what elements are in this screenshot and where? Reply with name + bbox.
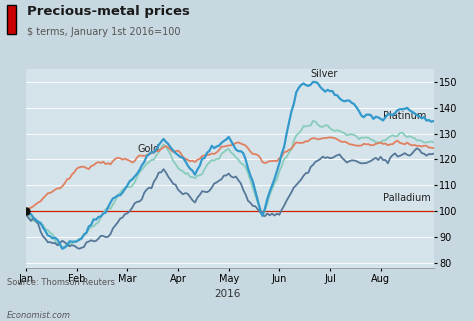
Text: Economist.com: Economist.com [7, 311, 71, 320]
Text: Source: Thomson Reuters: Source: Thomson Reuters [7, 278, 115, 287]
Text: Platinum: Platinum [383, 111, 427, 121]
Text: 2016: 2016 [214, 289, 241, 299]
Text: Precious-metal prices: Precious-metal prices [27, 5, 191, 18]
Text: Silver: Silver [310, 69, 338, 79]
Text: $ terms, January 1st 2016=100: $ terms, January 1st 2016=100 [27, 27, 181, 37]
Text: Palladium: Palladium [383, 194, 431, 204]
Text: Gold: Gold [137, 144, 159, 154]
